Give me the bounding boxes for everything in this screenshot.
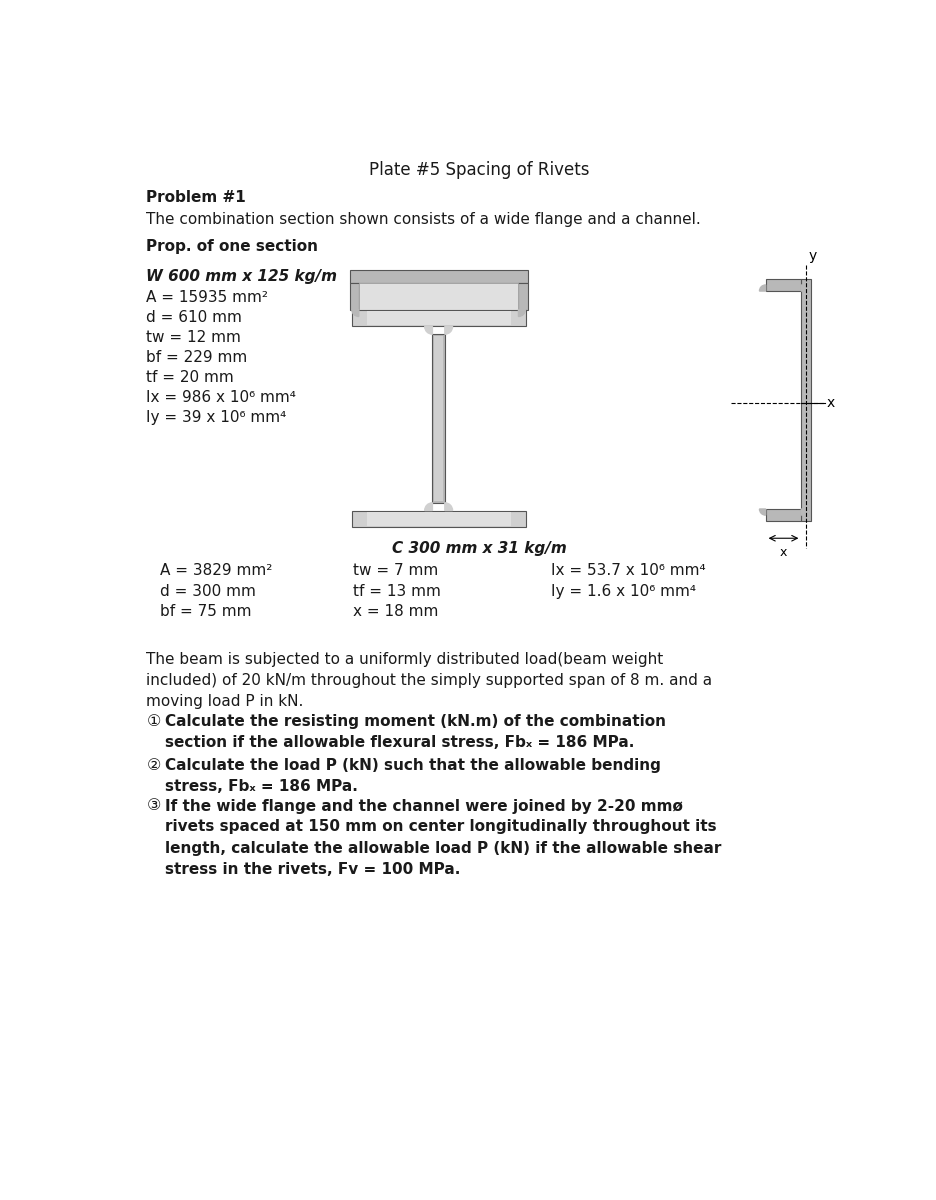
Text: tf = 20 mm: tf = 20 mm <box>146 371 234 385</box>
Wedge shape <box>759 284 766 292</box>
Text: Problem #1: Problem #1 <box>146 190 246 205</box>
Text: tw = 7 mm: tw = 7 mm <box>354 563 439 578</box>
Wedge shape <box>801 509 808 515</box>
Bar <box>434 336 444 502</box>
Wedge shape <box>759 509 766 515</box>
Bar <box>352 310 526 326</box>
Text: ②: ② <box>146 758 161 774</box>
Bar <box>801 278 811 521</box>
Bar <box>358 283 519 310</box>
Wedge shape <box>519 310 525 317</box>
Wedge shape <box>801 284 808 292</box>
Bar <box>367 512 511 526</box>
Bar <box>432 334 445 503</box>
Wedge shape <box>445 503 453 510</box>
Text: bf = 75 mm: bf = 75 mm <box>160 605 251 619</box>
Text: Calculate the resisting moment (kN.m) of the combination
section if the allowabl: Calculate the resisting moment (kN.m) of… <box>165 714 666 750</box>
Text: Ix = 986 x 10⁶ mm⁴: Ix = 986 x 10⁶ mm⁴ <box>146 390 297 406</box>
Bar <box>367 311 511 325</box>
Text: Plate #5 Spacing of Rivets: Plate #5 Spacing of Rivets <box>370 161 590 179</box>
Bar <box>519 283 528 310</box>
Text: The combination section shown consists of a wide flange and a channel.: The combination section shown consists o… <box>146 211 701 227</box>
Wedge shape <box>425 503 432 510</box>
Wedge shape <box>445 326 453 334</box>
Text: Iy = 1.6 x 10⁶ mm⁴: Iy = 1.6 x 10⁶ mm⁴ <box>551 583 696 599</box>
Text: A = 15935 mm²: A = 15935 mm² <box>146 290 269 305</box>
Bar <box>352 510 526 528</box>
Text: d = 300 mm: d = 300 mm <box>160 583 256 599</box>
Text: A = 3829 mm²: A = 3829 mm² <box>160 563 272 578</box>
Text: If the wide flange and the channel were joined by 2-20 mmø
rivets spaced at 150 : If the wide flange and the channel were … <box>165 798 722 876</box>
Wedge shape <box>425 326 432 334</box>
Text: x = 18 mm: x = 18 mm <box>354 605 439 619</box>
Text: Calculate the load P (kN) such that the allowable bending
stress, Fbₓ = 186 MPa.: Calculate the load P (kN) such that the … <box>165 758 661 794</box>
Text: Iy = 39 x 10⁶ mm⁴: Iy = 39 x 10⁶ mm⁴ <box>146 410 286 426</box>
Bar <box>349 283 358 310</box>
Text: The beam is subjected to a uniformly distributed load(beam weight
included) of 2: The beam is subjected to a uniformly dis… <box>146 653 712 709</box>
Bar <box>766 509 801 521</box>
Text: ③: ③ <box>146 798 161 814</box>
Text: W 600 mm x 125 kg/m: W 600 mm x 125 kg/m <box>146 269 338 283</box>
Wedge shape <box>352 310 358 317</box>
Text: C 300 mm x 31 kg/m: C 300 mm x 31 kg/m <box>392 541 567 557</box>
Text: bf = 229 mm: bf = 229 mm <box>146 350 248 365</box>
Text: tf = 13 mm: tf = 13 mm <box>354 583 441 599</box>
Text: tw = 12 mm: tw = 12 mm <box>146 330 241 346</box>
Text: Prop. of one section: Prop. of one section <box>146 240 318 254</box>
Text: x: x <box>780 546 787 559</box>
Text: y: y <box>809 250 816 263</box>
Text: d = 610 mm: d = 610 mm <box>146 311 242 325</box>
Text: x: x <box>826 396 834 410</box>
Text: ①: ① <box>146 714 161 728</box>
Bar <box>349 270 528 283</box>
Text: Ix = 53.7 x 10⁶ mm⁴: Ix = 53.7 x 10⁶ mm⁴ <box>551 563 706 578</box>
Bar <box>766 278 801 292</box>
